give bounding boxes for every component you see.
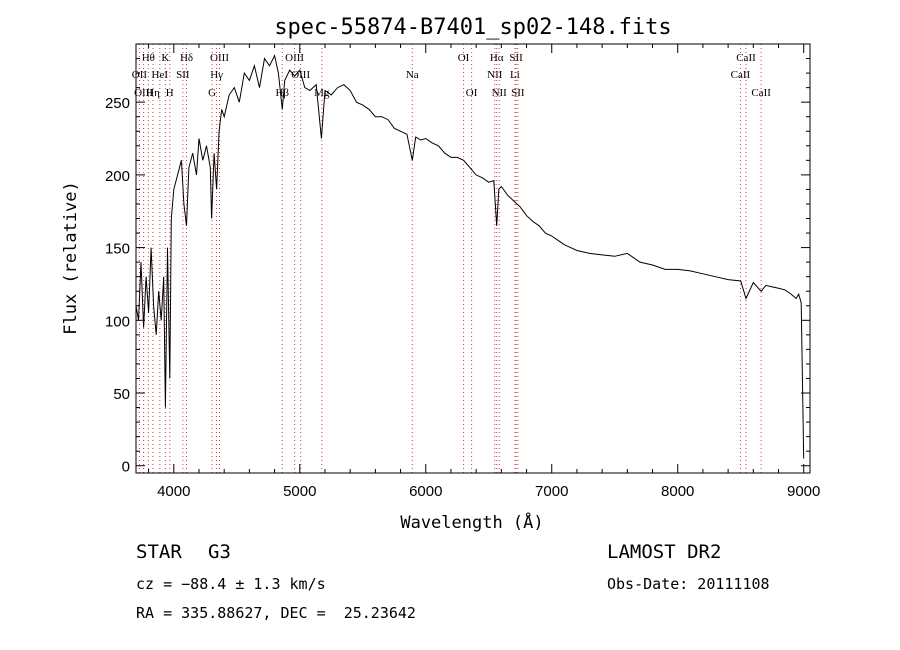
y-tick-label: 0 (122, 459, 130, 476)
y-tick-label: 200 (105, 168, 130, 185)
y-tick-label: 150 (105, 241, 130, 258)
y-tick-label: 50 (113, 386, 130, 403)
x-tick-label: 9000 (787, 483, 820, 500)
survey-name: LAMOST DR2 (607, 541, 722, 563)
spectral-line-label: Hγ (210, 69, 223, 81)
spectral-line-label: SII (176, 69, 190, 81)
spectral-line-label: OIII (210, 52, 229, 64)
spectral-line-label: SII (509, 52, 523, 64)
x-tick-label: 7000 (535, 483, 568, 500)
chart-title: spec-55874-B7401_sp02-148.fits (274, 15, 671, 40)
spectral-line-label: Na (406, 69, 419, 81)
spectral-line-label: HeI (152, 69, 169, 81)
spectral-line-label: CaII (751, 87, 771, 99)
spectral-line-label: Hβ (275, 87, 289, 99)
spectral-line-label: Li (510, 69, 520, 81)
spectral-line-label: OIII (134, 87, 153, 99)
object-type: STAR (136, 541, 182, 563)
observation-date: Obs-Date: 20111108 (607, 575, 770, 593)
axis-ticks: 4000 5000 6000 7000 8000 9000 0 50 100 150 200 250 (105, 44, 820, 500)
x-tick-label: 5000 (283, 483, 316, 500)
spectral-line-label: OI (466, 87, 478, 99)
y-tick-label: 100 (105, 313, 130, 330)
spectral-line-label: NII (487, 69, 503, 81)
x-tick-label: 6000 (409, 483, 442, 500)
spectral-line-label: OIII (285, 52, 304, 64)
plot-frame (135, 43, 811, 474)
spectral-line-label: Hθ (142, 52, 155, 64)
spectral-line-label: CaII (736, 52, 756, 64)
spectral-line-label: H (166, 87, 174, 99)
spectral-line-label: Mg (314, 87, 330, 99)
spectral-line-label: K (161, 52, 169, 64)
spectral-line-label: SII (511, 87, 525, 99)
x-tick-label: 8000 (661, 483, 694, 500)
spectral-line-label: Hη (146, 87, 160, 99)
spectrum-series-line (135, 54, 805, 459)
y-axis-label: Flux (relative) (61, 181, 81, 335)
y-tick-label: 250 (105, 95, 130, 112)
redshift-velocity: cz = −88.4 ± 1.3 km/s (136, 575, 326, 593)
spectral-line-label: NII (492, 87, 508, 99)
spectral-line-label: OI (458, 52, 470, 64)
sky-coordinates: RA = 335.88627, DEC = 25.23642 (136, 604, 416, 622)
subclass: G3 (208, 541, 231, 563)
spectral-line-label: G (208, 87, 216, 99)
spectral-line-label: CaII (731, 69, 751, 81)
spectral-line-label: Hδ (180, 52, 193, 64)
spectral-line-label: OII (132, 69, 148, 81)
x-tick-label: 4000 (157, 483, 190, 500)
spectral-line-label: Hα (490, 52, 504, 64)
x-axis-label: Wavelength (Å) (400, 511, 543, 533)
